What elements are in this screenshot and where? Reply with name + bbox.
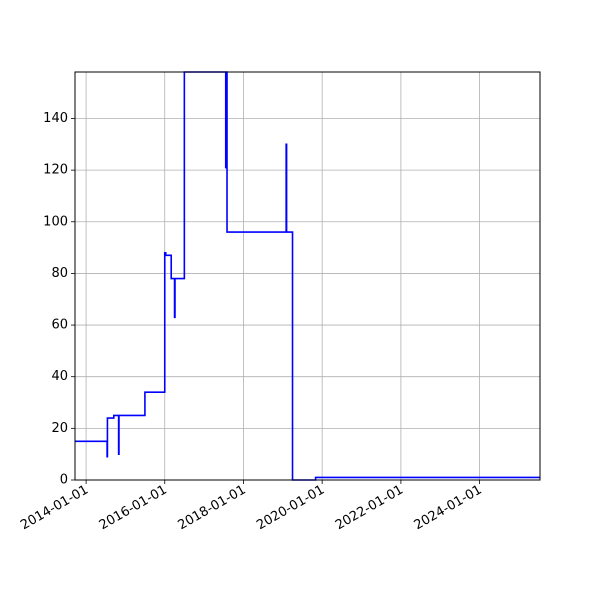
y-tick-label: 80 — [51, 266, 68, 281]
y-tick-label: 0 — [60, 473, 68, 488]
series-line — [75, 71, 540, 481]
y-tick-label: 40 — [51, 369, 68, 384]
series-layer — [75, 71, 540, 481]
grid-lines — [75, 72, 540, 481]
y-tick-label: 120 — [43, 163, 68, 178]
y-tick-label: 140 — [43, 111, 68, 126]
y-tick-label: 20 — [51, 421, 68, 436]
y-tick-label: 60 — [51, 318, 68, 333]
plot-frame — [74, 71, 541, 481]
y-tick-label: 100 — [43, 214, 68, 229]
